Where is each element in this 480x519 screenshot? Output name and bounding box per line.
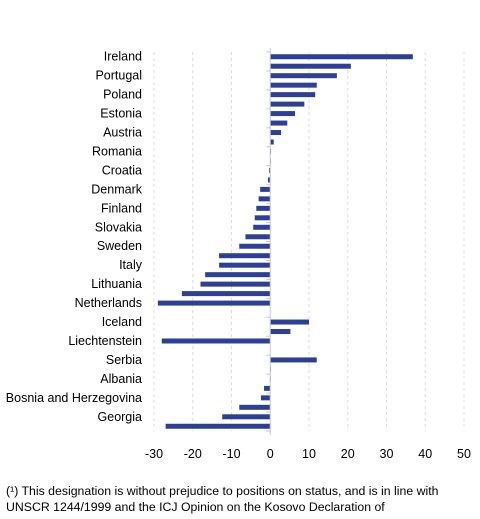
category-label: Liechtenstein [68, 334, 142, 348]
bars-group [157, 54, 413, 429]
x-tick-label: 30 [380, 447, 394, 461]
bar [161, 338, 271, 344]
category-label: Italy [119, 258, 143, 272]
category-label: Sweden [97, 239, 142, 253]
bar [270, 111, 296, 117]
footnote-text: This designation is without prejudice to… [6, 484, 439, 514]
category-label: Lithuania [91, 277, 142, 291]
bar [270, 101, 305, 107]
footnote-marker: (¹) [6, 484, 19, 498]
bar [205, 272, 271, 278]
bar [270, 73, 337, 79]
category-label: Finland [101, 201, 142, 215]
category-label: Albania [100, 372, 142, 386]
bar-chart: Ireland Portugal Poland Estonia Austria Roman… [6, 48, 471, 461]
x-tick-label: 40 [418, 447, 432, 461]
bar [269, 167, 271, 173]
x-tick-label: 0 [267, 447, 274, 461]
bar [270, 54, 413, 60]
bar [239, 404, 271, 410]
grid-lines [153, 52, 465, 431]
category-label: Croatia [102, 163, 142, 177]
bar [256, 205, 271, 211]
bar [270, 139, 274, 145]
category-label: Iceland [102, 315, 142, 329]
x-tick-label: -10 [222, 447, 240, 461]
category-label: Romania [92, 144, 142, 158]
bar [260, 395, 271, 401]
bar [181, 291, 271, 297]
bar [270, 92, 316, 98]
bar [239, 243, 271, 249]
category-label: Poland [103, 88, 142, 102]
category-label: Georgia [98, 410, 143, 424]
x-tick-label: 20 [341, 447, 355, 461]
bar [253, 224, 271, 230]
bar [245, 234, 271, 240]
category-label: Ireland [104, 50, 142, 64]
category-label: Netherlands [75, 296, 142, 310]
bar [219, 262, 271, 268]
x-tick-label: -30 [145, 447, 163, 461]
category-label: Austria [103, 126, 142, 140]
bar [270, 63, 351, 69]
bar [165, 423, 271, 429]
category-label: Bosnia and Herzegovina [6, 391, 142, 405]
bar [270, 357, 317, 363]
bar [258, 196, 271, 202]
bar [270, 319, 309, 325]
bar [270, 329, 291, 335]
bar [270, 130, 282, 136]
bar [267, 177, 271, 183]
category-label: Estonia [100, 107, 142, 121]
bar [219, 253, 271, 259]
y-axis [266, 48, 271, 435]
bar [222, 414, 271, 420]
bar [264, 385, 271, 391]
x-tick-label: -20 [184, 447, 202, 461]
bar [254, 215, 271, 221]
x-axis-ticks: -30 -20 -10 0 10 20 30 40 50 [145, 447, 471, 461]
x-tick-label: 10 [302, 447, 316, 461]
bar [200, 281, 271, 287]
category-label: Serbia [106, 353, 142, 367]
category-label: Denmark [91, 182, 142, 196]
category-label: Portugal [95, 69, 142, 83]
footnote: (¹) This designation is without prejudic… [6, 483, 476, 515]
bar [260, 186, 271, 192]
bar [157, 300, 271, 306]
category-label: Slovakia [95, 220, 142, 234]
category-labels: Ireland Portugal Poland Estonia Austria Roman… [6, 50, 143, 424]
bar [270, 82, 317, 88]
x-tick-label: 50 [457, 447, 471, 461]
bar [270, 120, 288, 126]
